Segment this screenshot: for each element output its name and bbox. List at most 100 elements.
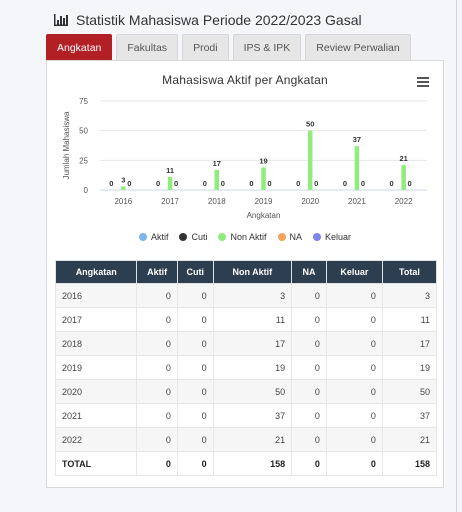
bar-non-aktif — [261, 167, 266, 190]
table-total-row: TOTAL 0 0 158 0 0 158 — [54, 451, 438, 476]
legend-marker — [277, 233, 286, 241]
x-axis-label: Angkatan — [247, 211, 281, 220]
table-cell: 0 — [136, 331, 178, 356]
table-cell: 17 — [212, 331, 293, 356]
table-cell: 0 — [176, 283, 214, 308]
bar-non-aktif — [354, 146, 360, 190]
x-tick-label: 2019 — [255, 197, 273, 206]
column-header[interactable]: Aktif — [136, 260, 178, 284]
table-cell: 50 — [381, 379, 438, 404]
table-cell: 158 — [212, 451, 293, 476]
data-label: 0 — [296, 179, 300, 188]
table-cell: 0 — [325, 451, 383, 476]
table-cell: 0 — [325, 355, 383, 380]
data-label: 0 — [221, 179, 225, 188]
legend-item[interactable]: Cuti — [179, 232, 207, 242]
data-label: 0 — [343, 179, 347, 188]
data-label: 50 — [306, 120, 314, 129]
legend-label: Non Aktif — [230, 232, 267, 242]
column-header[interactable]: Total — [381, 260, 438, 284]
column-header[interactable]: Angkatan — [54, 260, 138, 284]
legend-item[interactable]: Keluar — [313, 232, 351, 242]
table-cell: 0 — [291, 307, 327, 332]
table-cell: 3 — [381, 283, 438, 308]
x-tick-label: 2016 — [114, 197, 132, 206]
bar-non-aktif — [121, 186, 126, 190]
column-header[interactable]: Keluar — [325, 260, 383, 284]
data-label: 0 — [267, 179, 271, 188]
column-header[interactable]: NA — [291, 260, 327, 284]
y-tick-label: 75 — [79, 97, 88, 106]
legend-item[interactable]: Non Aktif — [218, 232, 267, 242]
table-cell: 0 — [325, 403, 383, 428]
table-cell: 37 — [381, 403, 438, 428]
table-cell: 2016 — [54, 283, 138, 308]
column-header[interactable]: Non Aktif — [212, 260, 293, 284]
table-cell: 19 — [212, 355, 293, 380]
data-label: 0 — [156, 179, 160, 188]
table-cell: 11 — [381, 307, 438, 332]
bar-non-aktif — [214, 169, 220, 190]
legend-item[interactable]: NA — [277, 232, 303, 242]
data-label: 21 — [399, 154, 407, 163]
table-cell: 0 — [325, 283, 383, 308]
table-cell: 0 — [291, 427, 327, 452]
table-cell: 0 — [176, 355, 214, 380]
x-tick-label: 2022 — [395, 197, 413, 206]
data-label: 19 — [259, 156, 267, 165]
bar-non-aktif — [167, 176, 173, 190]
legend-marker — [218, 233, 227, 241]
table-row: 2020 0 0 50 0 0 50 — [54, 379, 438, 404]
page-title: Statistik Mahasiswa Periode 2022/2023 Ga… — [76, 12, 362, 28]
column-header[interactable]: Cuti — [176, 260, 214, 284]
table-cell: 0 — [325, 427, 383, 452]
table-cell: 0 — [136, 307, 178, 332]
table-cell: 21 — [212, 427, 293, 452]
table-cell: TOTAL — [54, 451, 138, 476]
table-cell: 158 — [381, 451, 438, 476]
x-tick-label: 2017 — [161, 197, 179, 206]
x-tick-label: 2020 — [301, 197, 319, 206]
tab-angkatan[interactable]: Angkatan — [46, 34, 113, 60]
table-cell: 0 — [325, 331, 383, 356]
table-cell: 0 — [291, 403, 327, 428]
x-tick-label: 2018 — [208, 197, 226, 206]
tab-review-perwalian[interactable]: Review Perwalian — [305, 34, 411, 60]
legend-item[interactable]: Aktif — [138, 232, 168, 242]
table-cell: 17 — [381, 331, 438, 356]
data-label: 0 — [361, 179, 365, 188]
table-cell: 2022 — [54, 427, 138, 452]
table-cell: 2019 — [54, 355, 138, 380]
table-cell: 0 — [176, 403, 214, 428]
table-row: 2019 0 0 19 0 0 19 — [54, 355, 438, 380]
divider — [456, 0, 457, 512]
table-cell: 2017 — [54, 307, 138, 332]
table-cell: 0 — [176, 379, 214, 404]
y-tick-label: 25 — [79, 156, 88, 165]
legend-label: Keluar — [325, 232, 352, 242]
table-cell: 0 — [136, 451, 178, 476]
chart-legend: Aktif Cuti Non Aktif NA Keluar — [47, 232, 443, 242]
table-cell: 50 — [212, 379, 293, 404]
table-cell: 0 — [325, 307, 383, 332]
tab-ips-ipk[interactable]: IPS & IPK — [232, 34, 302, 60]
table-cell: 0 — [176, 451, 214, 476]
tab-fakultas[interactable]: Fakultas — [116, 34, 179, 60]
data-label: 3 — [121, 175, 125, 184]
table-cell: 0 — [325, 379, 383, 404]
legend-marker — [313, 233, 322, 241]
table-cell: 37 — [212, 403, 293, 428]
legend-label: Cuti — [191, 232, 208, 242]
tab-bar: Angkatan Fakultas Prodi IPS & IPK Review… — [46, 34, 411, 60]
table-cell: 0 — [291, 451, 327, 476]
table-cell: 21 — [381, 427, 438, 452]
table-cell: 0 — [291, 355, 327, 380]
hamburger-menu-icon[interactable] — [417, 77, 429, 87]
legend-label: NA — [289, 232, 303, 242]
table-cell: 2021 — [54, 403, 138, 428]
table-cell: 3 — [212, 283, 293, 308]
table-row: 2022 0 0 21 0 0 21 — [54, 427, 438, 452]
tab-prodi[interactable]: Prodi — [182, 34, 229, 60]
